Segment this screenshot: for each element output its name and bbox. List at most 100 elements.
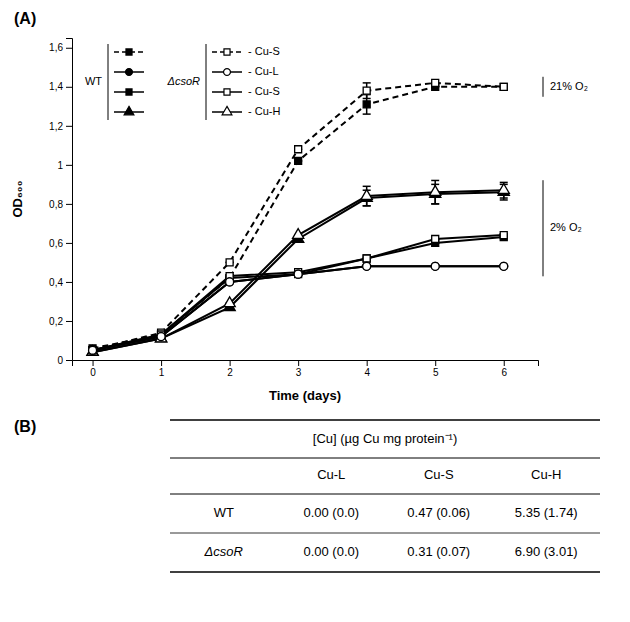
y-tick-mark bbox=[66, 321, 72, 322]
point bbox=[295, 146, 302, 153]
x-tick-label: 2 bbox=[227, 367, 233, 378]
point bbox=[363, 101, 370, 108]
table: (B)[Cu] (µg Cu mg protein⁻¹)Cu-LCu-SCu-H… bbox=[14, 418, 600, 572]
legend: WTΔcsoR- Cu-S- Cu-L- Cu-S- Cu-H bbox=[85, 44, 281, 120]
error-bar-cap bbox=[363, 113, 371, 115]
legend-sample-marker bbox=[126, 69, 133, 76]
y-tick-mark bbox=[66, 126, 72, 127]
point bbox=[500, 262, 508, 270]
point bbox=[500, 232, 507, 239]
point bbox=[363, 255, 370, 262]
series-line bbox=[93, 266, 504, 350]
point bbox=[363, 87, 370, 94]
x-tick: 2 bbox=[227, 360, 233, 378]
y-tick-mark bbox=[66, 282, 72, 283]
legend-sample-marker bbox=[224, 89, 230, 95]
legend-group-label: WT bbox=[85, 75, 102, 87]
series bbox=[89, 262, 508, 354]
table-cell: 0.00 (0.0) bbox=[303, 544, 359, 559]
y-tick-mark bbox=[66, 165, 72, 166]
y-tick: 1 bbox=[57, 160, 72, 171]
x-tick-mark bbox=[161, 360, 162, 366]
x-tick: 6 bbox=[501, 360, 507, 378]
y-tick-label: 0,8 bbox=[49, 199, 63, 210]
y-tick-mark bbox=[66, 204, 72, 205]
legend-row-label: - Cu-S bbox=[248, 45, 280, 57]
x-tick: 4 bbox=[364, 360, 370, 378]
series-line bbox=[93, 83, 504, 350]
series bbox=[87, 184, 509, 355]
x-tick-label: 6 bbox=[501, 367, 507, 378]
y-tick-label: 1,4 bbox=[49, 81, 63, 92]
table-cell: Cu-H bbox=[531, 467, 561, 482]
x-tick-label: 5 bbox=[433, 367, 439, 378]
point bbox=[498, 184, 509, 194]
series-line bbox=[93, 192, 504, 352]
point bbox=[89, 347, 96, 354]
table-cell: 0.31 (0.07) bbox=[407, 544, 470, 559]
y-axis: 00,20,40,60,811,21,41,6 bbox=[49, 39, 72, 366]
y-tick-mark bbox=[66, 48, 72, 49]
point bbox=[500, 83, 507, 90]
o2-label: 21% O₂ bbox=[550, 80, 588, 92]
point bbox=[431, 262, 439, 270]
y-tick-label: 0 bbox=[57, 355, 63, 366]
series-line bbox=[93, 87, 504, 349]
point bbox=[363, 255, 370, 262]
point bbox=[226, 278, 234, 286]
series-line bbox=[93, 235, 504, 350]
table-rule bbox=[170, 458, 600, 459]
point bbox=[293, 229, 304, 239]
legend-bracket bbox=[206, 44, 207, 120]
y-tick: 0,6 bbox=[49, 238, 72, 249]
chart: 012345600,20,40,60,811,21,41,6Time (days… bbox=[0, 0, 630, 622]
table-rule bbox=[170, 533, 600, 534]
error-bar-cap bbox=[431, 180, 439, 182]
o2-bracket bbox=[543, 77, 544, 97]
legend-group-label: ΔcsoR bbox=[167, 75, 200, 87]
point bbox=[431, 262, 439, 270]
error-bar-cap bbox=[363, 205, 371, 207]
x-tick-mark bbox=[298, 360, 299, 366]
table-cell: WT bbox=[214, 505, 234, 520]
y-tick: 1,4 bbox=[49, 81, 72, 92]
point bbox=[89, 347, 96, 354]
series bbox=[89, 234, 508, 354]
x-tick: 0 bbox=[90, 360, 96, 378]
x-tick-mark bbox=[93, 360, 94, 366]
y-tick-mark bbox=[66, 243, 72, 244]
y-tick: 1,2 bbox=[49, 121, 72, 132]
point bbox=[89, 346, 97, 354]
y-axis-line bbox=[66, 39, 73, 361]
y-tick-mark bbox=[66, 87, 72, 88]
table-cell: 5.35 (1.74) bbox=[515, 505, 578, 520]
point bbox=[87, 346, 98, 356]
series bbox=[89, 232, 508, 354]
point bbox=[363, 262, 371, 270]
x-tick: 1 bbox=[159, 360, 165, 378]
error-bar-cap bbox=[431, 203, 439, 205]
table-header: [Cu] (µg Cu mg protein⁻¹) bbox=[313, 431, 457, 446]
series-line bbox=[93, 237, 504, 350]
table-rule bbox=[170, 494, 600, 495]
table-cell: Cu-L bbox=[317, 467, 345, 482]
point bbox=[89, 347, 96, 354]
error-bar-cap bbox=[431, 203, 439, 205]
legend-sample-marker bbox=[222, 106, 232, 114]
y-tick-label: 1,6 bbox=[49, 42, 63, 53]
x-tick-label: 1 bbox=[159, 367, 165, 378]
legend-sample-marker bbox=[224, 69, 231, 76]
y-tick: 0,8 bbox=[49, 199, 72, 210]
point bbox=[87, 346, 98, 356]
point bbox=[430, 186, 441, 196]
legend-bracket bbox=[108, 44, 109, 120]
x-tick-label: 3 bbox=[296, 367, 302, 378]
y-tick-label: 1 bbox=[57, 160, 63, 171]
plot: 012345600,20,40,60,811,21,41,6Time (days… bbox=[10, 10, 588, 403]
x-tick-mark bbox=[230, 360, 231, 366]
point bbox=[500, 83, 507, 90]
point bbox=[432, 79, 439, 86]
point bbox=[224, 297, 235, 307]
point bbox=[294, 270, 302, 278]
x-tick: 3 bbox=[296, 360, 302, 378]
